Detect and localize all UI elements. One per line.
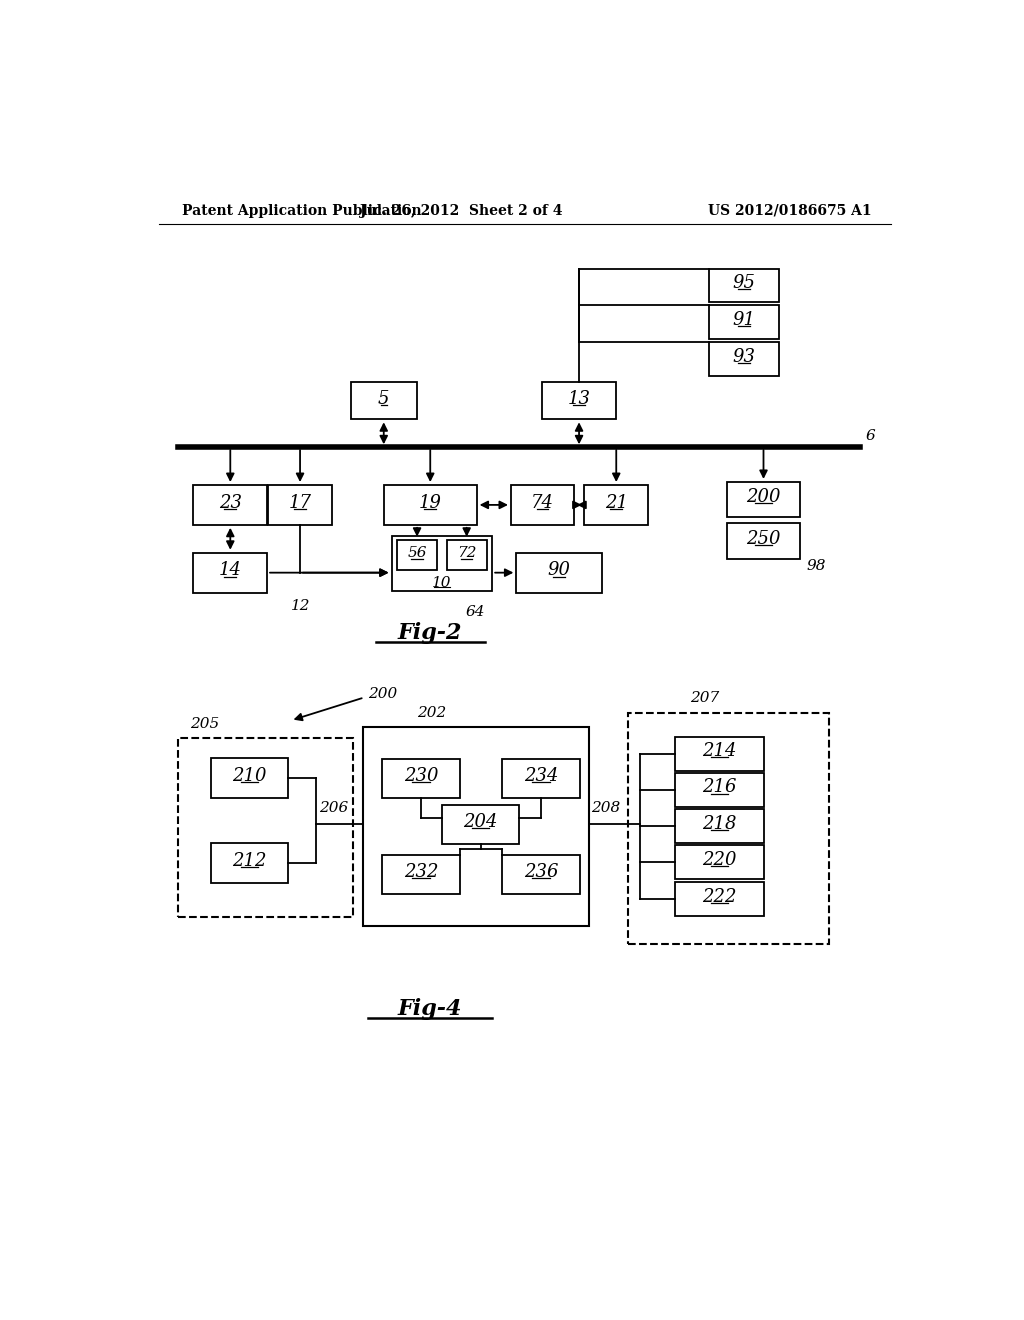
- Bar: [727, 524, 801, 558]
- Text: 212: 212: [232, 851, 267, 870]
- Bar: [516, 553, 601, 593]
- Text: 10: 10: [432, 577, 452, 590]
- Text: 200: 200: [746, 488, 780, 506]
- Text: 206: 206: [319, 801, 349, 816]
- Bar: [543, 383, 615, 420]
- Bar: [628, 713, 829, 944]
- Bar: [503, 855, 580, 894]
- Text: 210: 210: [232, 767, 267, 785]
- Text: 14: 14: [219, 561, 242, 579]
- Bar: [268, 484, 332, 525]
- Text: 200: 200: [369, 686, 397, 701]
- Text: 205: 205: [190, 717, 219, 730]
- Text: 220: 220: [702, 851, 736, 869]
- Text: 222: 222: [702, 888, 736, 906]
- Bar: [178, 738, 352, 917]
- Text: 95: 95: [732, 275, 756, 292]
- Text: Fig-4: Fig-4: [398, 998, 463, 1020]
- Text: 214: 214: [702, 742, 736, 760]
- Text: 207: 207: [690, 692, 719, 705]
- Bar: [675, 882, 764, 916]
- Text: 19: 19: [419, 494, 441, 512]
- Bar: [351, 383, 417, 420]
- Text: 232: 232: [403, 863, 438, 882]
- Bar: [362, 727, 589, 927]
- Bar: [675, 774, 764, 807]
- Bar: [194, 484, 267, 525]
- Bar: [382, 855, 460, 894]
- Bar: [391, 536, 493, 591]
- Bar: [675, 737, 764, 771]
- Bar: [675, 809, 764, 843]
- Text: 236: 236: [524, 863, 558, 882]
- Text: 17: 17: [289, 494, 311, 512]
- Bar: [511, 484, 574, 525]
- Text: 6: 6: [866, 429, 876, 442]
- Bar: [710, 305, 779, 339]
- Bar: [503, 759, 580, 797]
- Bar: [211, 758, 289, 799]
- Text: Jul. 26, 2012  Sheet 2 of 4: Jul. 26, 2012 Sheet 2 of 4: [360, 203, 562, 218]
- Bar: [727, 482, 801, 517]
- Text: US 2012/0186675 A1: US 2012/0186675 A1: [709, 203, 872, 218]
- Bar: [382, 759, 460, 797]
- Text: 204: 204: [464, 813, 498, 832]
- Bar: [442, 805, 519, 843]
- Text: 91: 91: [732, 312, 756, 329]
- Bar: [675, 845, 764, 879]
- Text: 93: 93: [732, 348, 756, 366]
- Text: 13: 13: [567, 389, 591, 408]
- Text: 23: 23: [219, 494, 242, 512]
- Bar: [211, 843, 289, 883]
- Text: 250: 250: [746, 529, 780, 548]
- Text: 202: 202: [417, 706, 446, 719]
- Text: 56: 56: [408, 545, 427, 560]
- Text: 98: 98: [806, 560, 825, 573]
- Text: Fig-2: Fig-2: [398, 623, 463, 644]
- Text: 90: 90: [548, 561, 570, 579]
- Text: 5: 5: [378, 389, 389, 408]
- Text: 234: 234: [524, 767, 558, 785]
- Text: Patent Application Publication: Patent Application Publication: [182, 203, 422, 218]
- Text: 74: 74: [531, 494, 554, 512]
- Bar: [446, 540, 486, 570]
- Bar: [194, 553, 267, 593]
- Text: 12: 12: [291, 599, 310, 612]
- Text: 72: 72: [457, 545, 476, 560]
- Text: 21: 21: [605, 494, 628, 512]
- Bar: [710, 342, 779, 376]
- Bar: [397, 540, 437, 570]
- Text: 208: 208: [591, 801, 621, 816]
- Bar: [585, 484, 648, 525]
- Text: 64: 64: [465, 605, 484, 619]
- Text: 218: 218: [702, 814, 736, 833]
- Text: 216: 216: [702, 779, 736, 796]
- Text: 230: 230: [403, 767, 438, 785]
- Bar: [710, 268, 779, 302]
- Bar: [384, 484, 477, 525]
